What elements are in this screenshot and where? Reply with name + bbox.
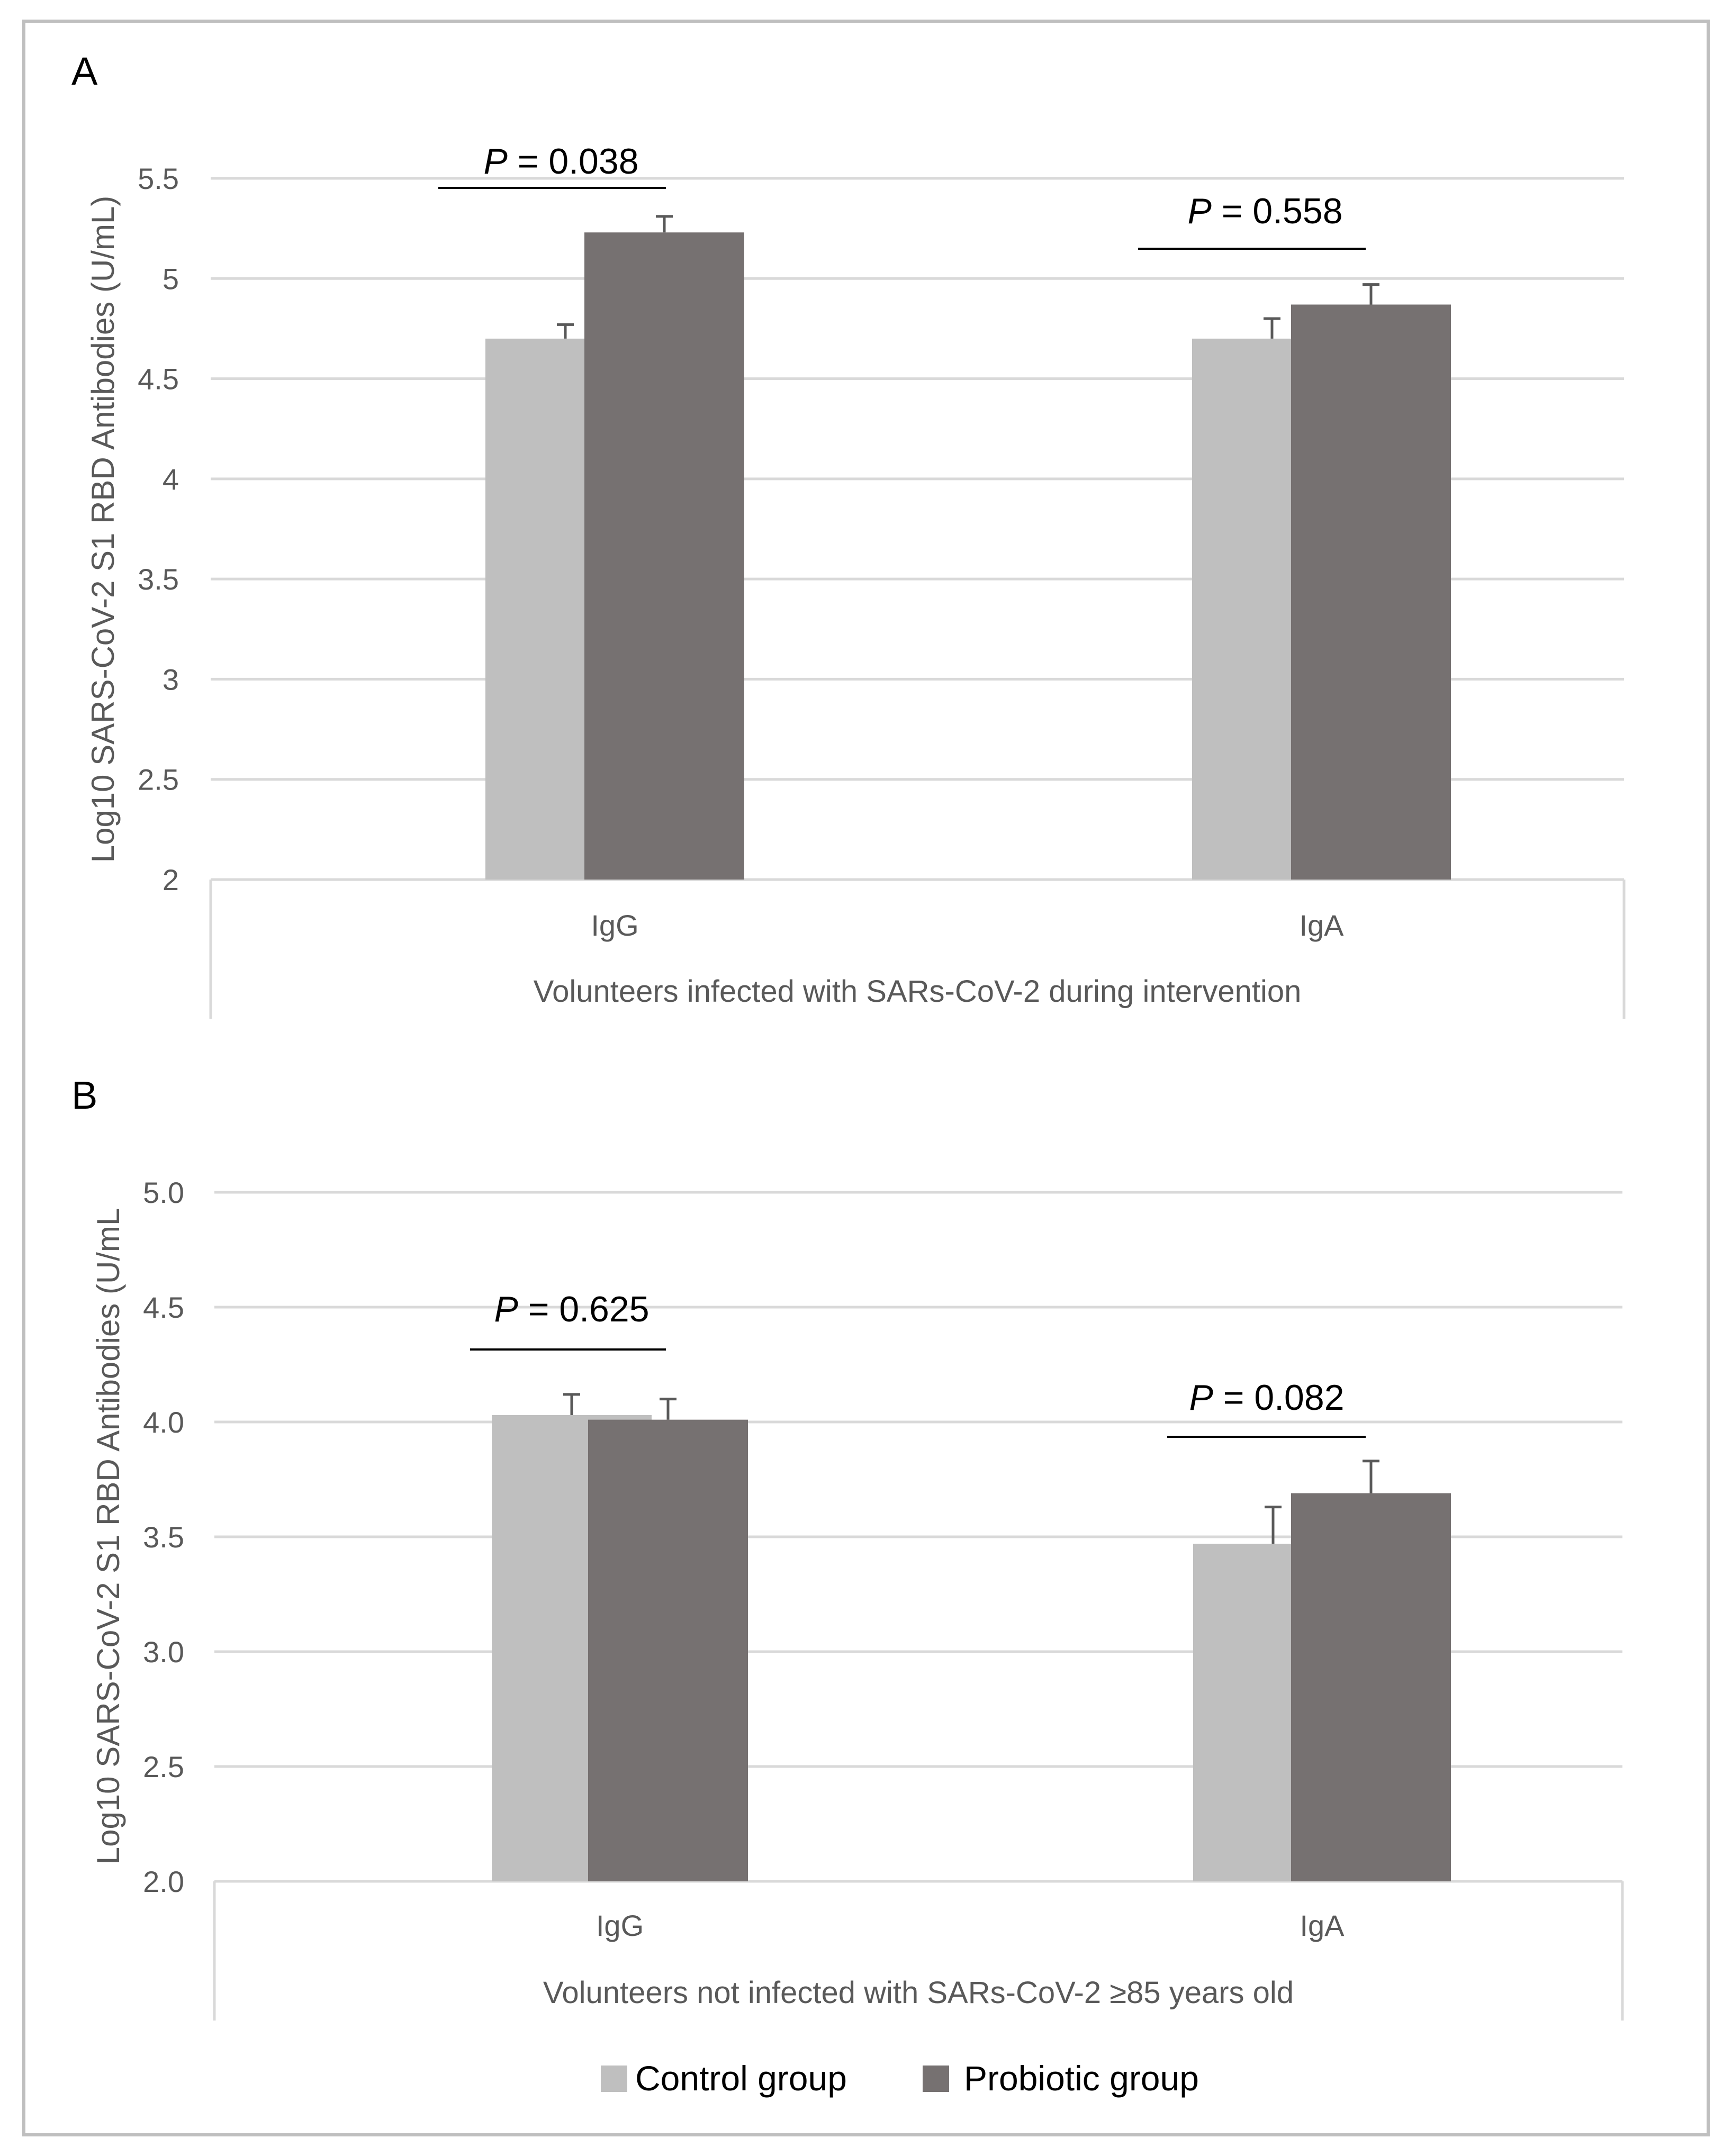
p-value-text: = 0.558 [1212, 191, 1343, 231]
p-value-text: = 0.038 [508, 141, 639, 182]
p-symbol: P [1187, 191, 1211, 231]
p-value-label: P = 0.038 [483, 141, 638, 182]
bar [1291, 304, 1451, 880]
legend-label-probiotic: Probiotic group [964, 2059, 1199, 2098]
bar [584, 232, 744, 880]
p-value-label: P = 0.625 [494, 1289, 649, 1329]
y-tick-label: 5 [163, 262, 179, 295]
x-axis-title: Volunteers infected with SARs-CoV-2 duri… [534, 974, 1302, 1009]
panel-a: A 2 2.5 3 3.5 4 4.5 5 5.5 Log10 SARS-CoV-2 S1 RBD… [71, 49, 1626, 1019]
y-tick-label: 4 [163, 463, 179, 496]
y-tick-label: 2.5 [138, 763, 179, 796]
y-tick-label: 3.5 [138, 563, 179, 596]
legend-swatch-control [601, 2066, 627, 2092]
y-tick-label: 2.5 [143, 1750, 184, 1783]
y-tick-label: 4.0 [143, 1406, 184, 1439]
p-value-text: = 0.625 [518, 1289, 650, 1329]
legend: Control group Probiotic group [601, 2059, 1199, 2098]
legend-label-control: Control group [635, 2059, 847, 2098]
x-tick-label: IgA [1300, 1909, 1345, 1942]
p-symbol: P [494, 1289, 518, 1329]
panel-label: B [71, 1073, 97, 1117]
p-symbol: P [483, 141, 507, 182]
bar [588, 1419, 748, 1881]
y-tick-label: 5.0 [143, 1176, 184, 1209]
y-tick-label: 4.5 [138, 363, 179, 396]
y-tick-label: 3.5 [143, 1520, 184, 1554]
y-tick-label: 3.0 [143, 1635, 184, 1669]
x-tick-label: IgG [591, 909, 638, 942]
p-value-label: P = 0.082 [1189, 1378, 1344, 1418]
y-tick-label: 5.5 [138, 162, 179, 195]
p-value-label: P = 0.558 [1187, 191, 1342, 231]
p-value-text: = 0.082 [1213, 1378, 1345, 1418]
y-tick-label: 2 [163, 863, 179, 896]
y-tick-label: 4.5 [143, 1291, 184, 1324]
y-tick-label: 2.0 [143, 1865, 184, 1898]
panel-label: A [71, 49, 98, 93]
x-tick-label: IgG [596, 1909, 644, 1942]
figure-border [22, 20, 1710, 2136]
legend-swatch-probiotic [923, 2066, 949, 2092]
panel-b: B 2.0 2.5 3.0 3.5 4.0 4.5 5.0 Log10 SARS-CoV-2 S… [71, 1073, 1624, 2021]
y-axis-title: Log10 SARS-CoV-2 S1 RBD Antibodies (U/mL… [85, 196, 121, 863]
y-axis-title: Log10 SARS-CoV-2 S1 RBD Antibodies (U/mL [91, 1208, 126, 1865]
x-axis-title: Volunteers not infected with SARs-CoV-2 … [543, 1976, 1294, 2010]
y-tick-label: 3 [163, 663, 179, 696]
bar [1291, 1493, 1451, 1881]
x-tick-label: IgA [1299, 909, 1344, 942]
p-symbol: P [1189, 1378, 1213, 1418]
